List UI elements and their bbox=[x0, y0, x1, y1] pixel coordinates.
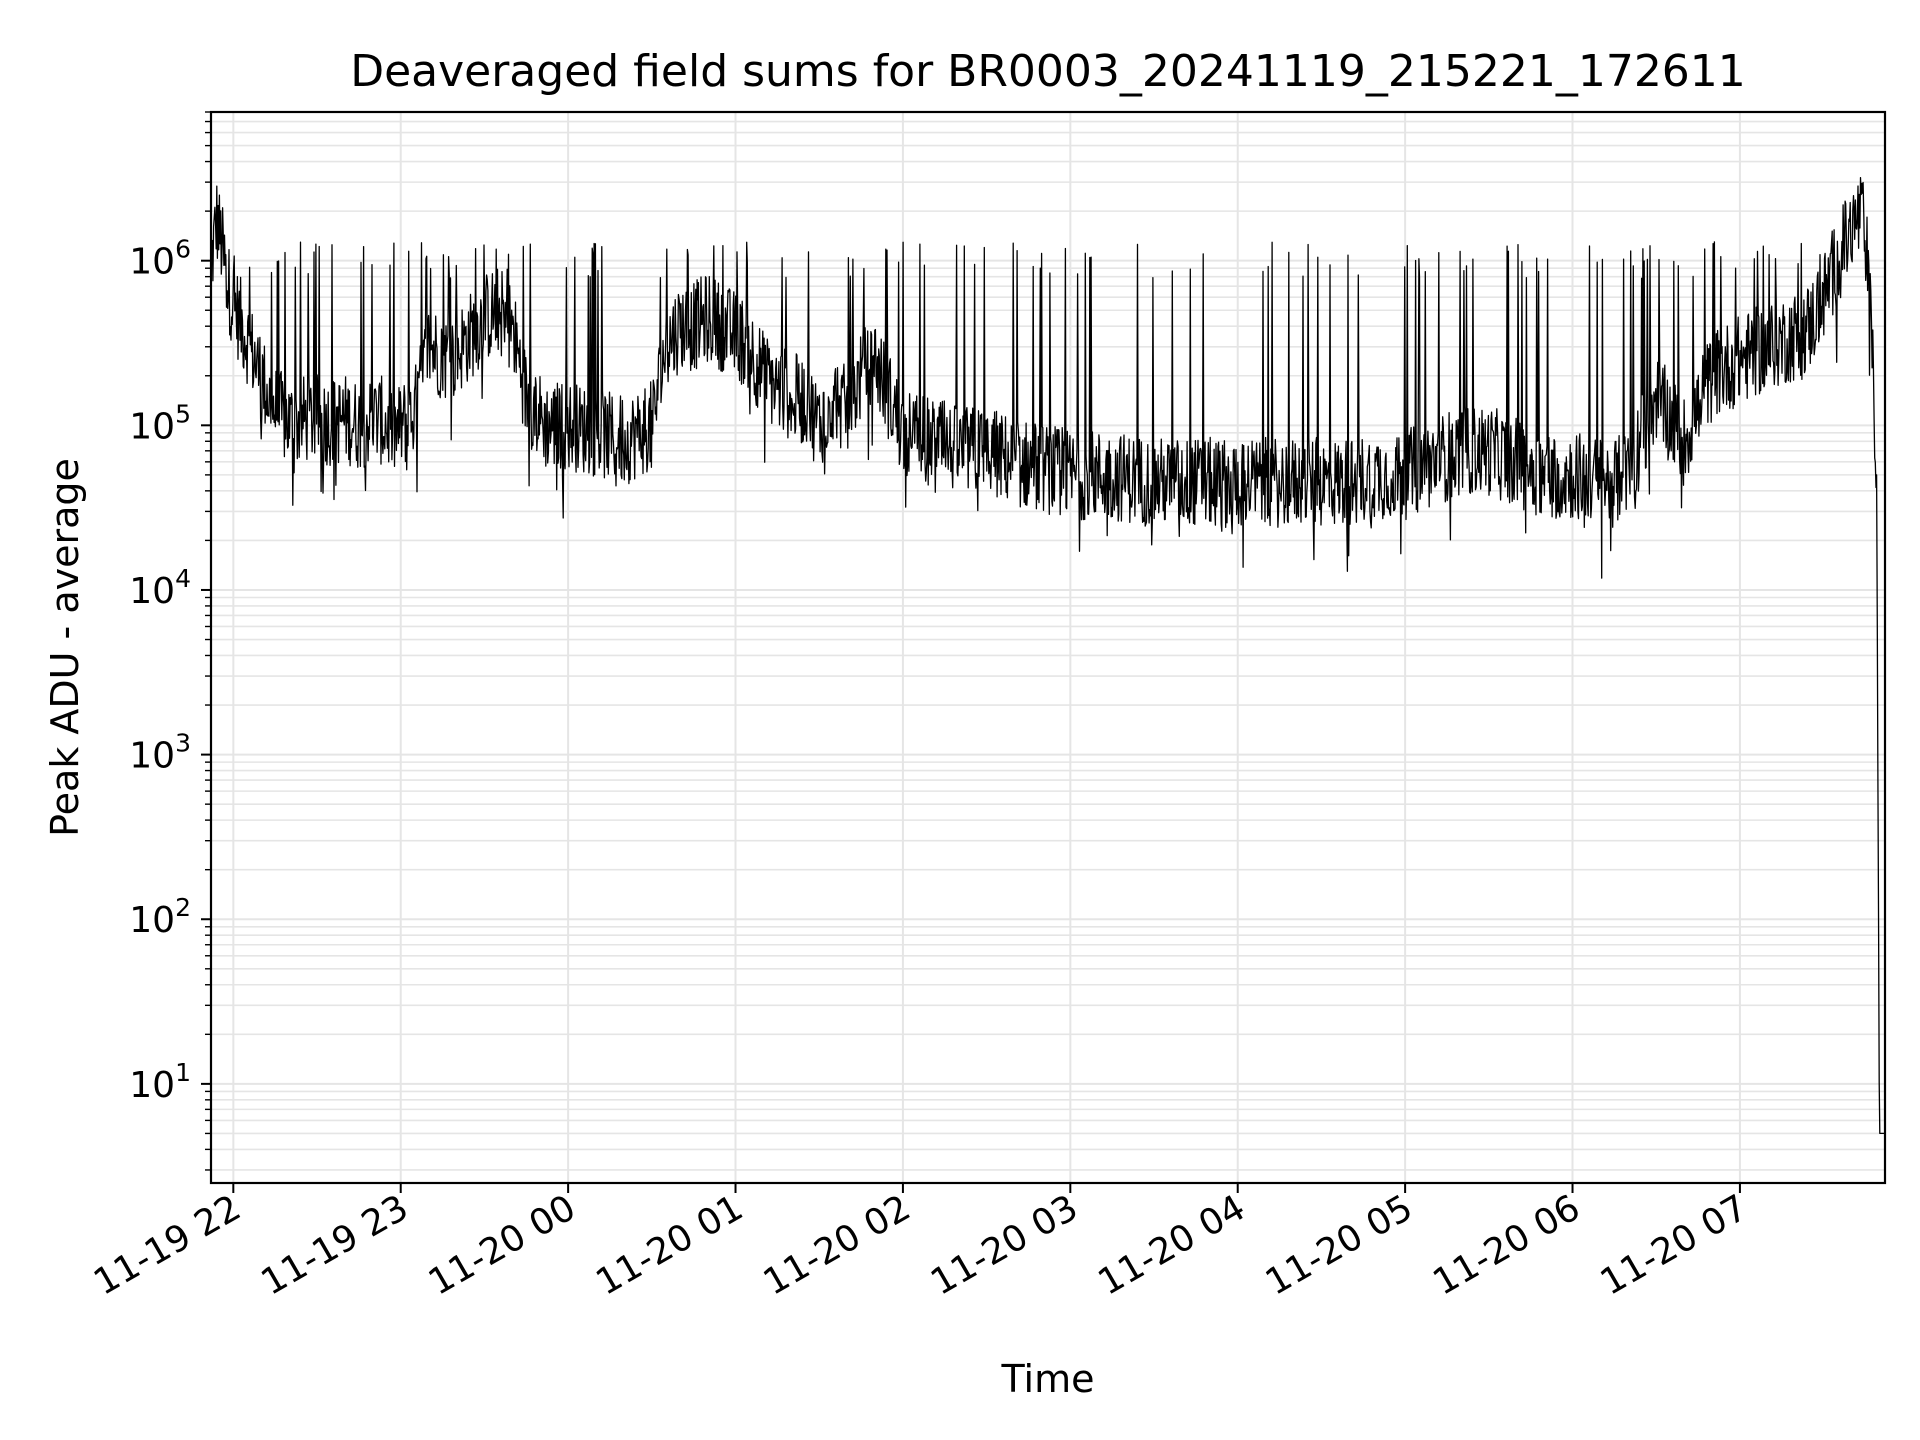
y-tick-base: 10 bbox=[129, 736, 175, 777]
y-tick-base: 10 bbox=[129, 900, 175, 941]
y-tick-exponent: 1 bbox=[175, 1058, 191, 1087]
y-tick-label: 104 bbox=[129, 564, 191, 612]
y-tick-label: 103 bbox=[129, 729, 191, 777]
y-tick-base: 10 bbox=[129, 1065, 175, 1106]
y-tick-label: 105 bbox=[129, 399, 191, 447]
chart-title: Deaveraged field sums for BR0003_2024111… bbox=[350, 46, 1746, 97]
series-line bbox=[210, 176, 1886, 1135]
y-tick-exponent: 4 bbox=[175, 564, 191, 593]
y-tick-exponent: 6 bbox=[175, 235, 191, 264]
y-tick-label: 101 bbox=[129, 1058, 191, 1106]
y-tick-base: 10 bbox=[129, 571, 175, 612]
plot-frame bbox=[209, 110, 1887, 1185]
y-tick-label: 106 bbox=[129, 235, 191, 283]
y-tick-base: 10 bbox=[129, 242, 175, 283]
y-tick-exponent: 2 bbox=[175, 893, 191, 922]
data-layer bbox=[210, 176, 1886, 1135]
x-axis-label: Time bbox=[1001, 1357, 1095, 1401]
y-tick-exponent: 5 bbox=[175, 399, 191, 428]
y-tick-label: 102 bbox=[129, 893, 191, 941]
y-tick-base: 10 bbox=[129, 406, 175, 447]
y-axis-label: Peak ADU - average bbox=[43, 458, 87, 837]
y-tick-exponent: 3 bbox=[175, 729, 191, 758]
